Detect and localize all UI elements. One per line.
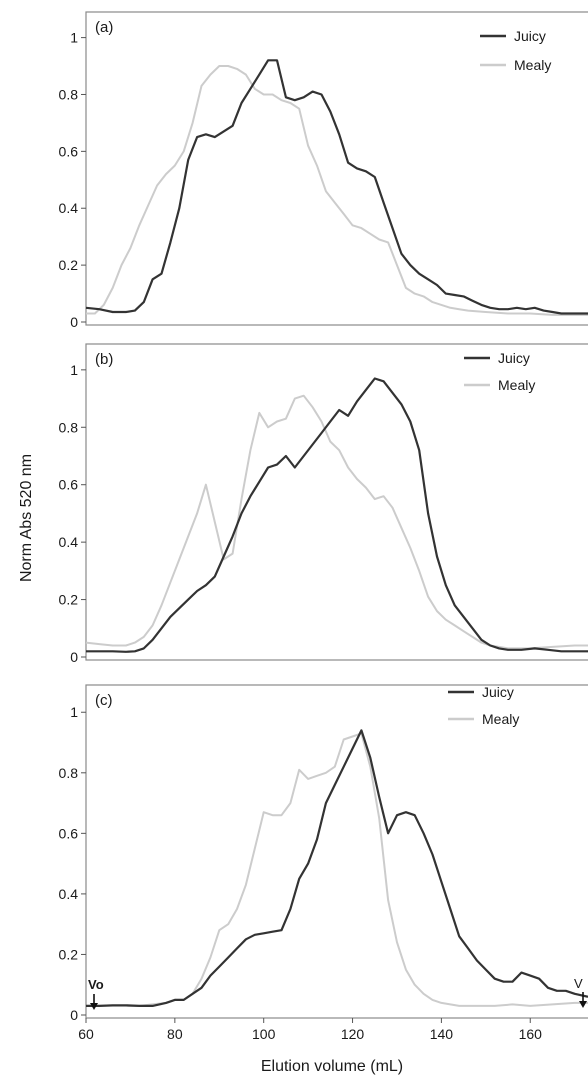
legend-label-juicy: Juicy: [498, 350, 530, 366]
y-tick-label: 0: [70, 649, 78, 665]
panel-label: (c): [95, 692, 113, 709]
legend-label-juicy: Juicy: [514, 28, 546, 44]
panel-label: (a): [95, 19, 113, 36]
plot-frame: [85, 343, 588, 661]
panel-2: 0 0.2 0.4 0.6 0.8 1 (b) Juicy Mealy: [59, 343, 588, 665]
series-line-juicy: [86, 729, 588, 1007]
series-line-mealy: [86, 65, 588, 316]
x-tick-label: 160: [519, 1026, 543, 1042]
y-tick-label: 0.2: [59, 257, 79, 273]
y-tick-label: 1: [70, 30, 78, 46]
x-tick-label: 100: [252, 1026, 276, 1042]
y-tick-label: 0.4: [59, 886, 79, 902]
legend-label-mealy: Mealy: [498, 377, 535, 393]
y-tick-label: 0: [70, 314, 78, 330]
y-tick-label: 0.6: [59, 143, 79, 159]
y-tick-label: 0.6: [59, 825, 79, 841]
series-line-juicy: [85, 59, 588, 315]
legend-label-juicy: Juicy: [482, 684, 514, 700]
total-volume-label: V: [574, 976, 583, 991]
plot-frame: [85, 684, 588, 1019]
void-volume-arrowhead: [90, 1003, 98, 1010]
legend-label-mealy: Mealy: [482, 711, 519, 727]
panel-label: (b): [95, 351, 113, 368]
panel-1: 0 0.2 0.4 0.6 0.8 1 (a) Juicy Mealy: [59, 11, 588, 330]
x-tick-label: 120: [341, 1026, 365, 1042]
y-tick-label: 0.2: [59, 946, 79, 962]
y-tick-label: 1: [70, 704, 78, 720]
y-tick-label: 0.8: [59, 419, 79, 435]
x-tick-label: 80: [167, 1026, 183, 1042]
void-volume-label: Vo: [88, 977, 104, 992]
plot-frame: [85, 11, 588, 326]
y-axis-title: Norm Abs 520 nm: [18, 454, 35, 582]
y-tick-label: 0.8: [59, 765, 79, 781]
y-tick-label: 0.6: [59, 477, 79, 493]
y-tick-label: 0.8: [59, 86, 79, 102]
y-tick-label: 0.4: [59, 534, 79, 550]
x-tick-label: 140: [430, 1026, 454, 1042]
total-volume-arrowhead: [579, 1001, 587, 1008]
y-tick-label: 0.2: [59, 592, 79, 608]
panels-group: 0 0.2 0.4 0.6 0.8 1 (a) Juicy Mealy 0 0.2 0.4 0.6 0.8…: [59, 11, 588, 1042]
x-axis-title: Elution volume (mL): [261, 1058, 403, 1075]
series-line-juicy: [86, 377, 588, 653]
series-line-mealy: [85, 394, 588, 650]
y-tick-label: 0.4: [59, 200, 79, 216]
legend-label-mealy: Mealy: [514, 57, 551, 73]
x-tick-label: 60: [78, 1026, 94, 1042]
y-tick-label: 1: [70, 362, 78, 378]
y-tick-label: 0: [70, 1007, 78, 1023]
